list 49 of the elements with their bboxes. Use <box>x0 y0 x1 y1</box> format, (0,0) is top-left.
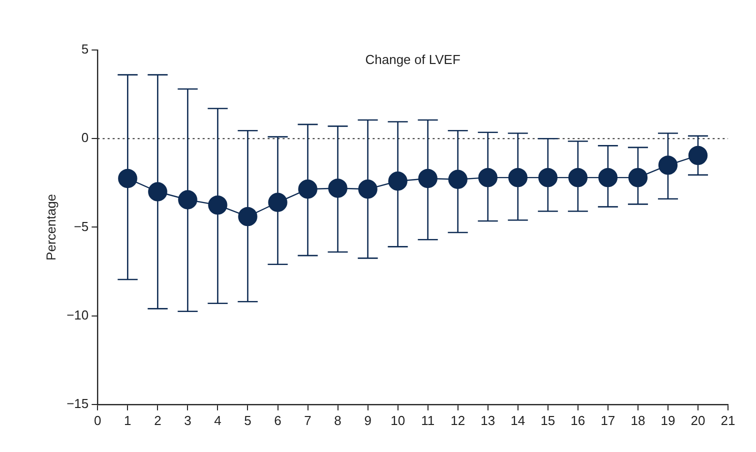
x-tick-label: 12 <box>450 412 466 428</box>
point <box>448 170 468 189</box>
point <box>568 168 588 188</box>
x-tick-label: 21 <box>720 412 736 428</box>
point <box>268 192 288 212</box>
point <box>598 168 618 188</box>
x-tick-label: 18 <box>630 412 646 428</box>
point <box>538 168 558 188</box>
y-tick-label: −5 <box>74 218 89 234</box>
point <box>118 168 138 188</box>
y-tick-label: 5 <box>81 42 89 57</box>
point <box>208 195 228 215</box>
point <box>148 182 168 202</box>
x-tick-label: 1 <box>124 412 132 428</box>
y-axis-title: Percentage <box>43 194 58 260</box>
x-tick-label: 11 <box>421 412 435 428</box>
x-tick-label: 3 <box>184 412 192 428</box>
x-tick-label: 0 <box>94 412 102 428</box>
x-tick-label: 16 <box>570 412 586 428</box>
point <box>418 168 438 188</box>
point <box>238 206 258 226</box>
y-tick-label: 0 <box>81 130 89 146</box>
x-tick-label: 17 <box>600 412 616 428</box>
x-tick-label: 6 <box>274 412 282 428</box>
point <box>298 180 318 199</box>
x-tick-label: 7 <box>304 412 312 428</box>
point <box>688 146 708 166</box>
x-tick-label: 8 <box>334 412 342 428</box>
x-tick-label: 14 <box>510 412 526 428</box>
x-tick-label: 19 <box>660 412 676 428</box>
chart-title: Change of LVEF <box>365 52 460 68</box>
x-tick-label: 20 <box>690 412 706 428</box>
point <box>508 168 528 188</box>
point <box>628 168 648 188</box>
x-tick-label: 9 <box>364 412 372 428</box>
point <box>358 180 378 199</box>
y-tick-label: −15 <box>66 396 89 411</box>
x-tick-label: 2 <box>154 412 162 428</box>
point <box>178 190 198 210</box>
x-tick-label: 5 <box>244 412 252 428</box>
point <box>658 156 678 175</box>
x-tick-label: 10 <box>390 412 406 428</box>
y-tick-label: −10 <box>66 307 89 322</box>
x-tick-label: 4 <box>214 412 222 428</box>
point <box>478 168 498 188</box>
point <box>388 172 408 191</box>
x-tick-label: 15 <box>540 412 556 428</box>
x-tick-label: 13 <box>480 412 496 428</box>
point <box>328 178 348 198</box>
